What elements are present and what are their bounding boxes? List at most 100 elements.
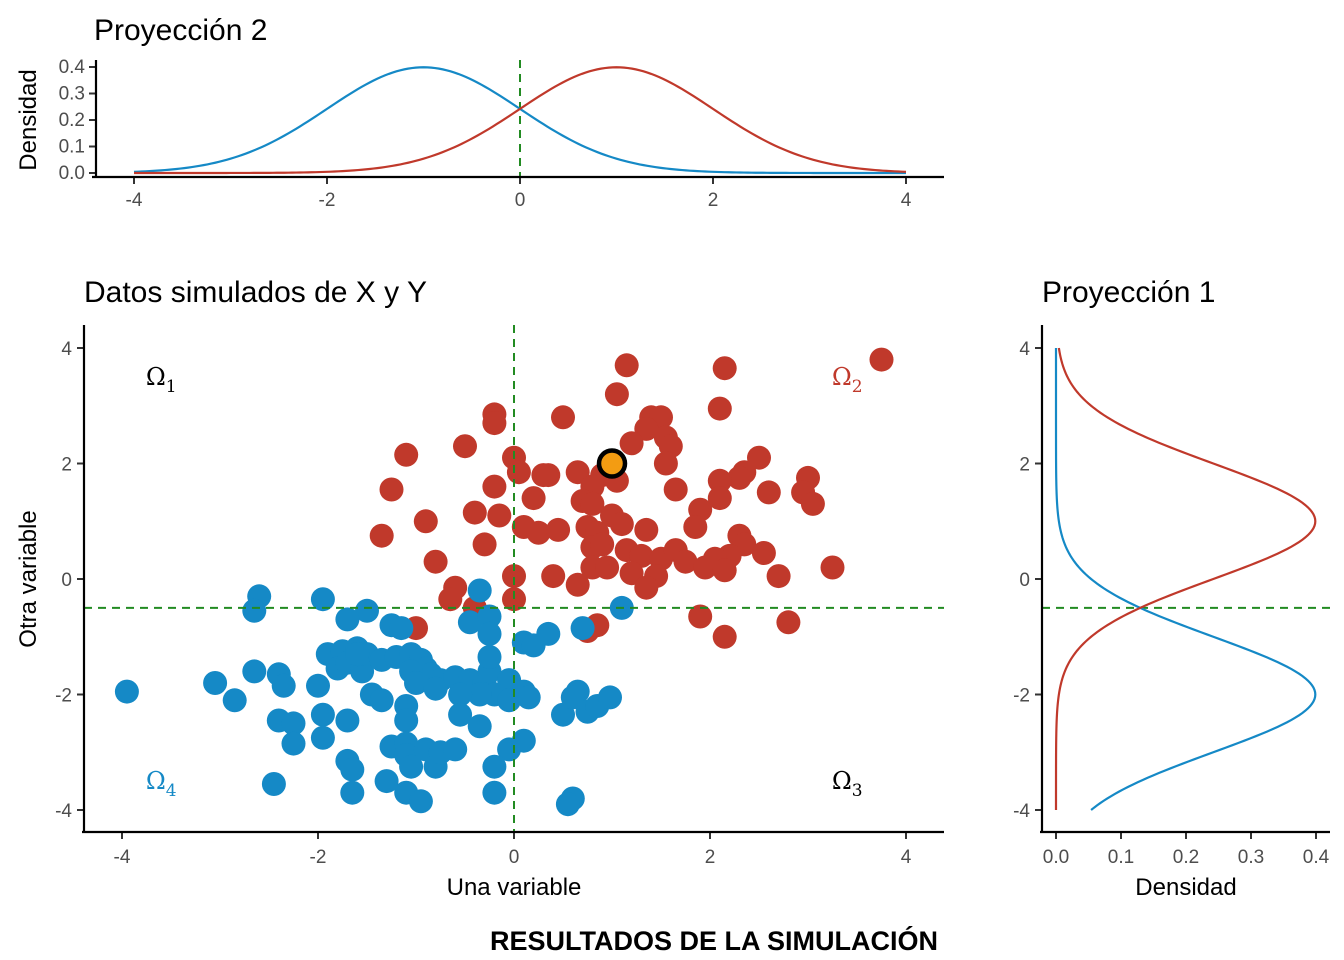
- blue-data-point: [271, 673, 296, 698]
- red-data-point: [595, 555, 620, 580]
- red-data-point: [712, 624, 737, 649]
- red-data-point: [707, 396, 732, 421]
- red-data-point: [619, 561, 644, 586]
- top-x-tick-label: -2: [319, 190, 336, 211]
- red-data-point: [683, 515, 708, 539]
- top-axis-ticks: -4 -2 0 2 4 0.0 0.1 0.2 0.3 0.4: [59, 57, 912, 211]
- highlighted-observation-point: [596, 448, 628, 479]
- blue-data-point: [448, 682, 473, 707]
- red-data-point: [502, 564, 526, 589]
- scatter-reference-lines: [84, 325, 944, 832]
- red-data-point: [521, 486, 546, 511]
- blue-data-point: [242, 659, 267, 684]
- red-data-point: [712, 558, 737, 583]
- top-density-panel: Proyección 2 Densidad -4 -2 0 2 4 0.0 0.1 0.2 0.…: [15, 14, 944, 211]
- red-data-point: [487, 503, 512, 528]
- top-density-curves: [133, 60, 907, 177]
- top-red-density-curve: [134, 66, 907, 175]
- red-data-point: [536, 463, 561, 488]
- top-x-tick-label: 0: [515, 190, 526, 211]
- scatter-panel-title: Datos simulados de X y Y: [84, 276, 427, 309]
- red-data-point: [438, 587, 463, 612]
- blue-data-point: [482, 754, 507, 779]
- red-data-point: [565, 460, 590, 485]
- right-x-tick-label: 0.1: [1108, 847, 1134, 868]
- blue-data-point: [467, 578, 492, 603]
- blue-data-point: [340, 757, 365, 782]
- blue-data-point: [340, 780, 365, 805]
- blue-data-point: [443, 737, 468, 762]
- right-y-tick-label: 0: [1019, 570, 1030, 591]
- blue-data-point: [242, 598, 267, 623]
- red-data-point: [747, 445, 771, 470]
- region-label-omega-2: Ω2: [832, 363, 863, 397]
- red-data-point: [614, 353, 639, 378]
- blue-data-point: [335, 708, 360, 733]
- scatter-y-tick-label: -2: [55, 686, 72, 707]
- red-data-point: [609, 512, 634, 537]
- red-data-point: [634, 416, 659, 441]
- blue-data-point: [310, 725, 335, 750]
- blue-data-point: [477, 604, 502, 629]
- red-data-point: [369, 523, 394, 548]
- right-y-tick-label: -2: [1013, 686, 1030, 707]
- blue-data-point: [467, 682, 492, 707]
- right-axis-ticks: 0.0 0.1 0.2 0.3 0.4 -4 -2 0 2 4: [1013, 339, 1330, 868]
- scatter-x-tick-label: -4: [114, 847, 131, 868]
- red-data-point: [506, 460, 531, 485]
- region-label-omega-1: Ω1: [146, 363, 177, 397]
- right-density-curves: [1042, 347, 1330, 811]
- top-x-tick-label: 4: [901, 190, 912, 211]
- red-data-point: [546, 517, 571, 542]
- scatter-x-tick-label: 4: [901, 847, 912, 868]
- right-y-tick-label: 2: [1019, 455, 1030, 476]
- region-label-omega-3: Ω3: [832, 767, 863, 801]
- blue-data-point: [394, 708, 419, 733]
- blue-data-point: [536, 621, 561, 646]
- red-data-point: [693, 555, 718, 580]
- figure-caption: RESULTADOS DE LA SIMULACIÓN: [490, 925, 938, 956]
- red-data-point: [751, 541, 776, 565]
- right-y-tick-label: 4: [1019, 339, 1030, 360]
- blue-data-point: [570, 616, 595, 641]
- blue-data-point: [408, 789, 433, 814]
- scatter-x-tick-label: -2: [310, 847, 327, 868]
- red-data-point: [462, 500, 487, 525]
- red-data-point: [766, 564, 791, 589]
- red-data-point: [634, 517, 659, 542]
- red-data-point: [565, 572, 590, 597]
- region-labels: Ω1 Ω2 Ω3 Ω4: [146, 363, 863, 801]
- red-data-point: [820, 555, 845, 580]
- top-x-tick-label: -4: [126, 190, 143, 211]
- scatter-y-tick-label: -4: [55, 801, 72, 822]
- blue-data-point: [306, 673, 330, 698]
- blue-data-point: [423, 676, 448, 701]
- blue-data-point: [310, 587, 335, 612]
- red-data-point: [619, 431, 644, 456]
- scatter-axis-ticks: -4 -2 0 2 4 -4 -2 0 2 4: [55, 339, 912, 868]
- right-x-tick-label: 0.0: [1043, 847, 1069, 868]
- red-data-point: [634, 575, 659, 600]
- blue-data-point: [482, 780, 507, 805]
- blue-data-point: [399, 754, 424, 779]
- right-y-tick-label: -4: [1013, 801, 1030, 822]
- blue-data-point: [467, 714, 492, 739]
- region-label-omega-4: Ω4: [146, 767, 177, 801]
- red-data-point: [541, 564, 566, 589]
- red-data-point: [800, 491, 825, 516]
- right-blue-density-curve: [1054, 348, 1317, 811]
- blue-data-point: [404, 671, 428, 695]
- red-data-point: [482, 411, 507, 436]
- blue-data-point: [335, 607, 360, 632]
- red-data-point: [413, 509, 438, 534]
- red-data-point: [590, 532, 615, 557]
- blue-data-point: [477, 621, 502, 646]
- red-data-point: [712, 356, 737, 381]
- scatter-x-tick-label: 2: [705, 847, 716, 868]
- top-panel-title: Proyección 2: [94, 14, 267, 47]
- red-data-point: [551, 405, 575, 430]
- red-data-point: [423, 549, 448, 574]
- scatter-x-axis-label: Una variable: [447, 874, 582, 901]
- blue-data-point: [555, 792, 580, 817]
